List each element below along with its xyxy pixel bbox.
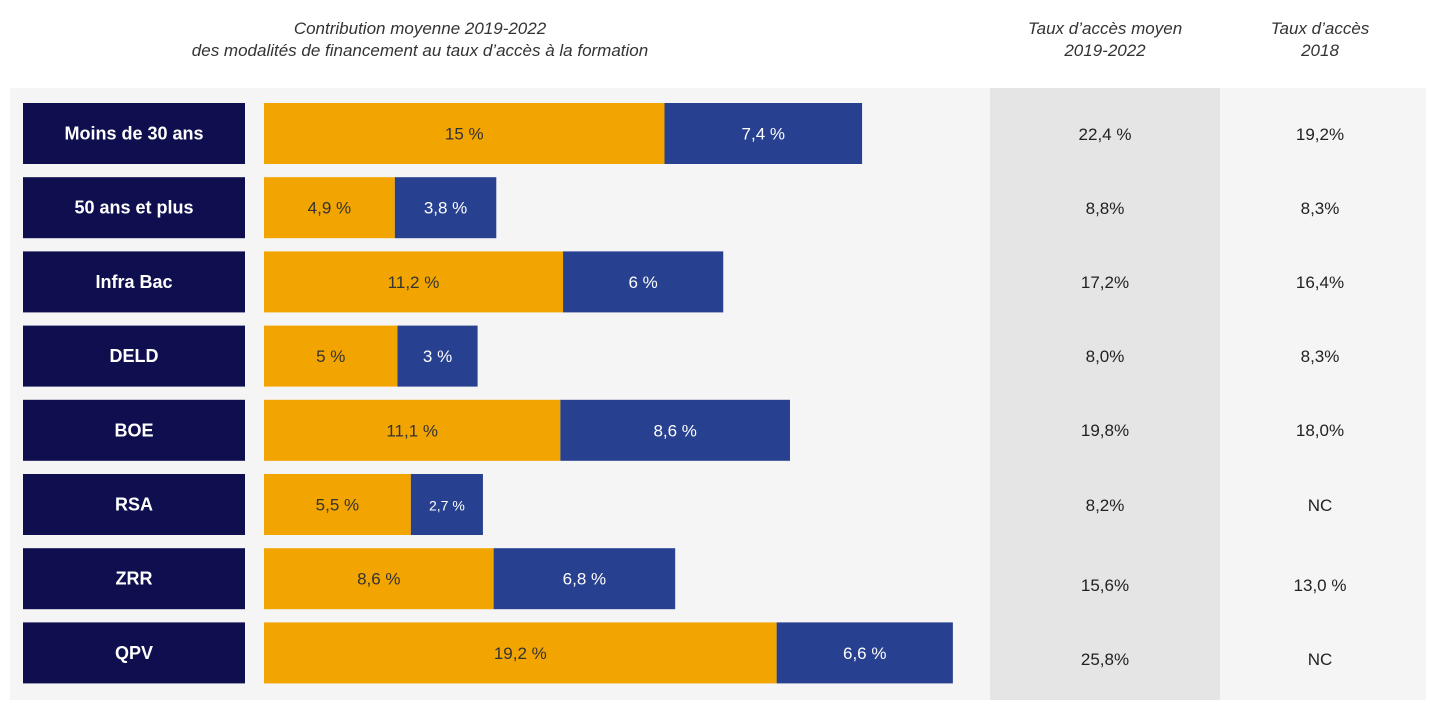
rate-2018-cell: 13,0 % — [1293, 575, 1347, 595]
category-label: DELD — [110, 346, 159, 366]
data-label: 11,2 % — [388, 273, 440, 292]
rate-2018-cell: 16,4% — [1295, 272, 1345, 292]
category-label: ZRR — [116, 569, 153, 589]
data-label: 4,9 % — [308, 199, 351, 218]
category-box-zrr — [23, 548, 245, 610]
data-label: 11,1 % — [386, 421, 438, 440]
avg-rate-cell: 19,8% — [1080, 421, 1130, 441]
bar-segment-series-2 — [394, 177, 497, 239]
rate-2018-column-header: Taux d’accès 2018 — [1220, 18, 1420, 62]
bar-segment-series-1 — [264, 474, 411, 535]
rate-2018-cell: NC — [1307, 495, 1333, 515]
bar-segment-series-2 — [560, 399, 790, 461]
category-box-infra-bac — [23, 251, 245, 313]
category-box-deld — [23, 325, 245, 387]
category-box-50-ans-et-plus — [23, 177, 245, 239]
category-label: Moins de 30 ans — [64, 124, 203, 144]
category-box-moins-de-30-ans — [23, 103, 245, 164]
avg-rate-cell: 8,2% — [1085, 495, 1125, 515]
avg-rate-cell: 22,4 % — [1078, 124, 1132, 144]
bar-segment-series-2 — [410, 474, 483, 535]
rate-2018-cell: 8,3% — [1300, 347, 1340, 367]
data-label: 3 % — [423, 347, 452, 366]
data-label: 5,5 % — [316, 496, 359, 515]
rate-2018-cell: 8,3% — [1300, 198, 1340, 218]
rate-2018-cell: 19,2% — [1295, 124, 1345, 144]
avg-column-background — [990, 88, 1220, 700]
category-label: RSA — [115, 495, 153, 515]
data-label: 6,6 % — [843, 644, 886, 663]
category-label: QPV — [115, 643, 153, 663]
data-label: 6 % — [628, 273, 657, 292]
bar-segment-series-1 — [264, 251, 564, 313]
data-label: 2,7 % — [429, 498, 465, 514]
category-label: BOE — [114, 420, 153, 440]
bar-segment-series-1 — [264, 622, 777, 684]
main-header-line-1: Contribution moyenne 2019-2022 — [293, 19, 547, 38]
rate-2018-cell: 18,0% — [1295, 421, 1345, 441]
bar-segment-series-2 — [397, 325, 478, 387]
rate-2018-header-line-1: Taux d’accès — [1270, 19, 1370, 38]
main-column-header: Contribution moyenne 2019-2022 des modal… — [60, 18, 780, 62]
bar-segment-series-2 — [493, 548, 676, 610]
avg-header-line-1: Taux d’accès moyen — [1027, 19, 1183, 38]
avg-rate-cell: 17,2% — [1080, 272, 1130, 292]
bar-segment-series-2 — [664, 103, 863, 164]
data-label: 8,6 % — [653, 421, 696, 440]
avg-rate-cell: 8,8% — [1085, 198, 1125, 218]
avg-header-line-2: 2019-2022 — [1064, 41, 1146, 60]
category-box-qpv — [23, 622, 245, 684]
data-label: 3,8 % — [424, 199, 467, 218]
avg-rate-cell: 25,8% — [1080, 649, 1130, 669]
category-label: 50 ans et plus — [74, 198, 193, 218]
bar-segment-series-1 — [264, 399, 561, 461]
data-label: 5 % — [316, 347, 345, 366]
avg-rate-cell: 8,0% — [1085, 347, 1125, 367]
bar-segment-series-2 — [563, 251, 724, 313]
data-label: 6,8 % — [563, 570, 606, 589]
bar-segment-series-1 — [264, 103, 665, 164]
rate-2018-header-line-2: 2018 — [1301, 41, 1339, 60]
avg-rate-cell: 15,6% — [1080, 575, 1130, 595]
category-box-rsa — [23, 474, 245, 535]
bar-segment-series-1 — [264, 548, 494, 610]
bar-segment-series-2 — [776, 622, 953, 684]
bar-segment-series-1 — [264, 325, 398, 387]
bar-segment-series-1 — [264, 177, 395, 239]
data-label: 15 % — [445, 125, 484, 144]
main-header-line-2: des modalités de financement au taux d’a… — [191, 41, 649, 60]
category-box-boe — [23, 399, 245, 461]
data-label: 19,2 % — [494, 644, 547, 663]
data-label: 8,6 % — [357, 570, 400, 589]
category-label: Infra Bac — [95, 272, 172, 292]
data-label: 7,4 % — [742, 125, 785, 144]
avg-column-header: Taux d’accès moyen 2019-2022 — [990, 18, 1220, 62]
rate-2018-cell: NC — [1307, 649, 1333, 669]
